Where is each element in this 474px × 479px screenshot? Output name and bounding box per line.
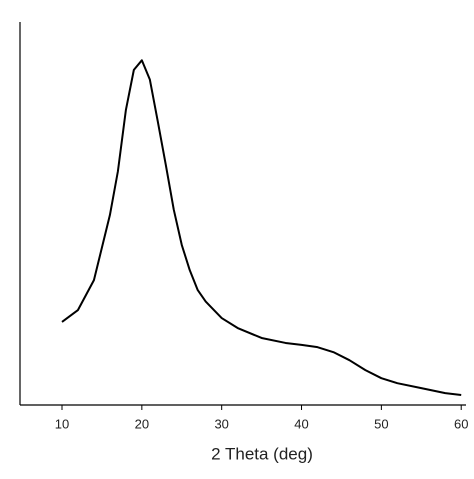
x-axis-title: 2 Theta (deg) — [211, 444, 313, 463]
x-tick-label: 60 — [454, 416, 468, 431]
x-tick-label: 50 — [374, 416, 388, 431]
data-line — [61, 59, 462, 397]
x-tick-label: 30 — [214, 416, 228, 431]
x-tick-label: 10 — [55, 416, 69, 431]
x-tick-label: 40 — [294, 416, 308, 431]
x-tick-label: 20 — [135, 416, 149, 431]
